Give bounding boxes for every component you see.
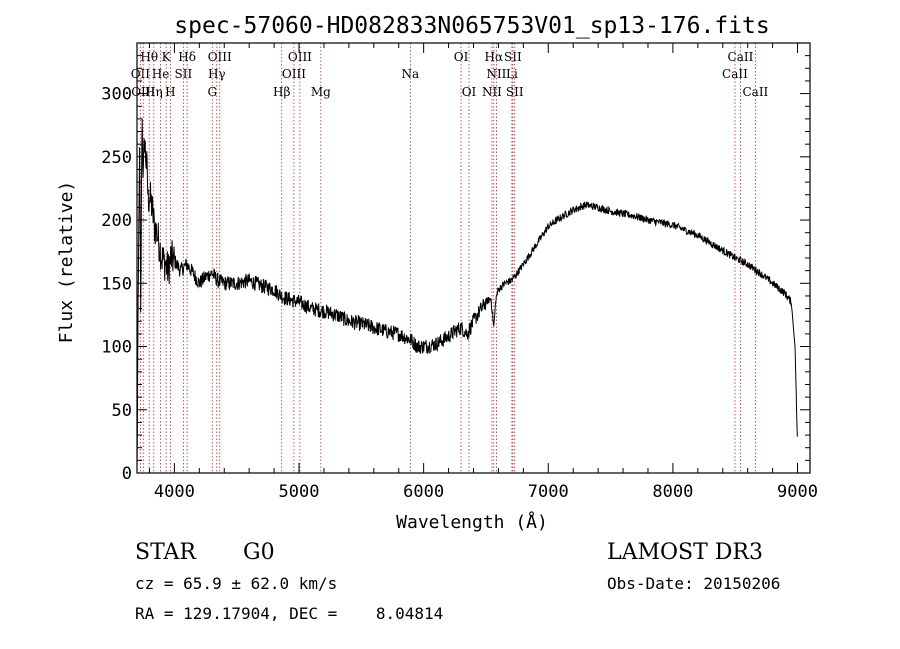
y-axis-label: Flux (relative) [56,181,77,344]
x-tick-label-3: 7000 [528,482,569,502]
object-subclass: G0 [243,540,275,565]
marker-label-9: OII [131,67,151,81]
marker-label-11: SII [175,67,193,81]
y-tick-label-1: 50 [112,401,132,421]
coordinates: RA = 129.17904, DEC = 8.04814 [135,604,444,623]
y-axis: 0 50 100 150 200 250 300 [101,55,810,484]
marker-label-24: OI [462,85,477,99]
y-tick-label-3: 150 [101,274,132,294]
marker-label-14: Na [401,67,419,81]
spectrum-layer [136,118,798,468]
y-tick-label-5: 250 [101,148,132,168]
marker-label-19: Hη [145,85,163,99]
marker-label-10: He [152,67,170,81]
y-tick-label-4: 200 [101,211,132,231]
marker-label-2: Hδ [178,50,196,64]
marker-label-5: OI [454,50,469,64]
marker-label-21: G [207,85,217,99]
marker-label-27: CaII [742,85,768,99]
x-tick-label-0: 4000 [154,482,195,502]
marker-label-3: OIII [208,50,232,64]
marker-label-1: K [162,50,172,64]
plot-frame [136,42,811,474]
x-axis: 4000 5000 6000 7000 8000 9000 [148,43,818,502]
marker-label-12: Hγ [208,67,226,81]
marker-label-13: OIII [282,67,306,81]
marker-label-6: Hα [485,50,504,64]
x-tick-label-4: 8000 [652,482,693,502]
marker-label-8: CaII [728,50,754,64]
x-axis-label: Wavelength (Å) [396,511,548,533]
y-tick-label-0: 0 [122,464,132,484]
x-tick-label-2: 6000 [403,482,444,502]
object-class: STAR [135,540,196,565]
x-tick-label-5: 9000 [777,482,818,502]
marker-label-25: NII [482,85,502,99]
marker-label-7: SII [504,50,522,64]
obs-date: Obs-Date: 20150206 [607,574,781,593]
y-tick-label-2: 100 [101,338,132,358]
marker-label-17: CaII [722,67,748,81]
marker-label-20: H [165,85,175,99]
chart-title: spec-57060-HD082833N065753V01_sp13-176.f… [174,13,769,39]
redshift-readout: cz = 65.9 ± 62.0 km/s [135,574,338,593]
y-tick-label-6: 300 [101,85,132,105]
marker-label-22: Hβ [273,85,290,99]
marker-label-16: Li [506,67,518,81]
spectrum-line [136,118,798,468]
marker-label-23: Mg [311,85,331,99]
x-tick-label-1: 5000 [279,482,320,502]
survey-name: LAMOST DR3 [607,540,763,565]
marker-label-15: NII [486,67,506,81]
marker-label-4: OIII [288,50,312,64]
marker-label-26: SII [506,85,524,99]
